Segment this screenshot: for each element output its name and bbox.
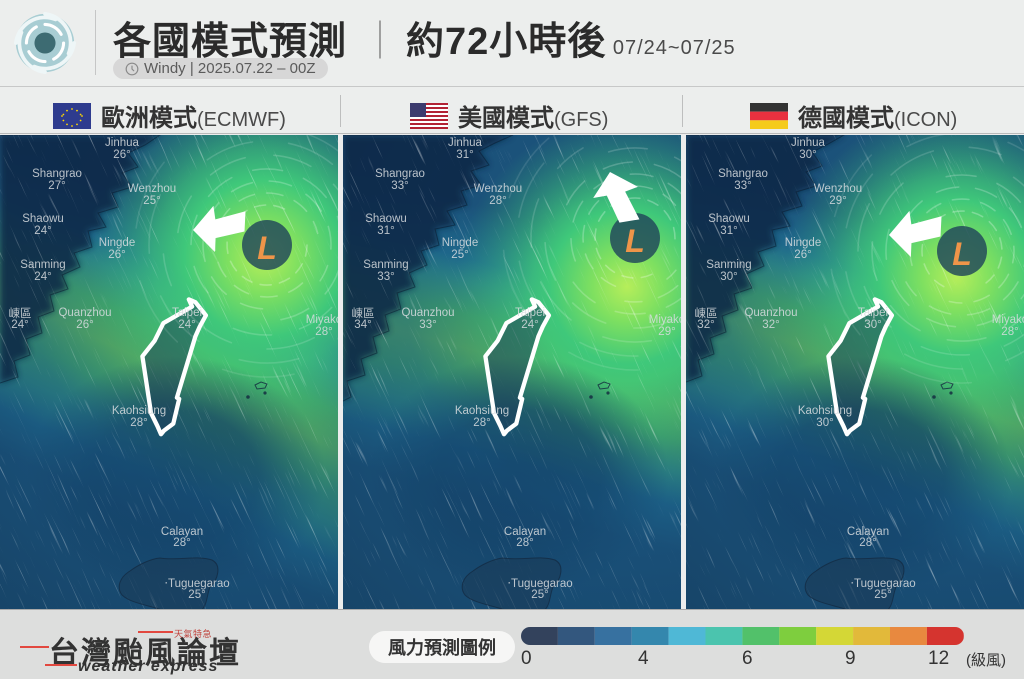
svg-text:33°: 33° bbox=[377, 271, 394, 283]
svg-text:Sanming: Sanming bbox=[363, 259, 408, 271]
svg-text:33°: 33° bbox=[419, 319, 436, 331]
svg-text:28°: 28° bbox=[516, 537, 533, 549]
svg-text:33°: 33° bbox=[391, 180, 408, 192]
svg-text:30°: 30° bbox=[720, 271, 737, 283]
svg-text:24°: 24° bbox=[178, 319, 195, 331]
svg-text:Taipei: Taipei bbox=[515, 307, 545, 319]
svg-text:Jinhua: Jinhua bbox=[791, 137, 825, 149]
svg-text:Jinhua: Jinhua bbox=[105, 137, 139, 149]
svg-text:Miyako: Miyako bbox=[649, 314, 681, 326]
svg-text:29°: 29° bbox=[829, 195, 846, 207]
svg-text:28°: 28° bbox=[130, 417, 147, 429]
svg-text:Taipei: Taipei bbox=[172, 307, 202, 319]
svg-text:Shangrao: Shangrao bbox=[718, 168, 768, 180]
svg-text:Sanming: Sanming bbox=[706, 259, 751, 271]
svg-text:31°: 31° bbox=[377, 225, 394, 237]
svg-text:Ningde: Ningde bbox=[99, 237, 135, 249]
svg-text:29°: 29° bbox=[658, 326, 675, 338]
svg-text:25°: 25° bbox=[143, 195, 160, 207]
svg-text:Kaohsiung: Kaohsiung bbox=[112, 405, 166, 417]
svg-text:Shaowu: Shaowu bbox=[22, 213, 64, 225]
svg-text:28°: 28° bbox=[473, 417, 490, 429]
svg-text:26°: 26° bbox=[108, 249, 125, 261]
svg-text:Ningde: Ningde bbox=[442, 237, 478, 249]
svg-text:Quanzhou: Quanzhou bbox=[58, 307, 111, 319]
svg-text:Kaohsiung: Kaohsiung bbox=[455, 405, 509, 417]
svg-text:Wenzhou: Wenzhou bbox=[814, 183, 862, 195]
svg-text:Wenzhou: Wenzhou bbox=[474, 183, 522, 195]
svg-text:31°: 31° bbox=[720, 225, 737, 237]
svg-text:32°: 32° bbox=[762, 319, 779, 331]
svg-text:24°: 24° bbox=[521, 319, 538, 331]
svg-text:27°: 27° bbox=[48, 180, 65, 192]
svg-text:24°: 24° bbox=[34, 271, 51, 283]
svg-text:25°: 25° bbox=[531, 589, 548, 601]
svg-text:32°: 32° bbox=[697, 319, 714, 331]
svg-text:Shangrao: Shangrao bbox=[375, 168, 425, 180]
svg-text:26°: 26° bbox=[76, 319, 93, 331]
svg-text:Ningde: Ningde bbox=[785, 237, 821, 249]
svg-text:26°: 26° bbox=[794, 249, 811, 261]
svg-text:25°: 25° bbox=[451, 249, 468, 261]
svg-text:31°: 31° bbox=[456, 149, 473, 161]
svg-text:28°: 28° bbox=[1001, 326, 1018, 338]
svg-text:30°: 30° bbox=[799, 149, 816, 161]
svg-text:26°: 26° bbox=[113, 149, 130, 161]
svg-text:34°: 34° bbox=[354, 319, 371, 331]
svg-text:33°: 33° bbox=[734, 180, 751, 192]
svg-text:Miyako: Miyako bbox=[306, 314, 338, 326]
svg-text:Shaowu: Shaowu bbox=[708, 213, 750, 225]
svg-text:Shaowu: Shaowu bbox=[365, 213, 407, 225]
svg-text:28°: 28° bbox=[173, 537, 190, 549]
svg-text:28°: 28° bbox=[315, 326, 332, 338]
svg-text:Kaohsiung: Kaohsiung bbox=[798, 405, 852, 417]
svg-text:Shangrao: Shangrao bbox=[32, 168, 82, 180]
svg-text:Miyako: Miyako bbox=[992, 314, 1024, 326]
svg-text:Taipei: Taipei bbox=[858, 307, 888, 319]
svg-text:25°: 25° bbox=[874, 589, 891, 601]
svg-text:Quanzhou: Quanzhou bbox=[744, 307, 797, 319]
svg-text:24°: 24° bbox=[34, 225, 51, 237]
svg-text:Quanzhou: Quanzhou bbox=[401, 307, 454, 319]
svg-text:Wenzhou: Wenzhou bbox=[128, 183, 176, 195]
svg-text:30°: 30° bbox=[816, 417, 833, 429]
svg-text:30°: 30° bbox=[864, 319, 881, 331]
svg-text:28°: 28° bbox=[489, 195, 506, 207]
svg-text:25°: 25° bbox=[188, 589, 205, 601]
svg-text:28°: 28° bbox=[859, 537, 876, 549]
svg-text:Sanming: Sanming bbox=[20, 259, 65, 271]
svg-text:24°: 24° bbox=[11, 319, 28, 331]
svg-text:Jinhua: Jinhua bbox=[448, 137, 482, 149]
